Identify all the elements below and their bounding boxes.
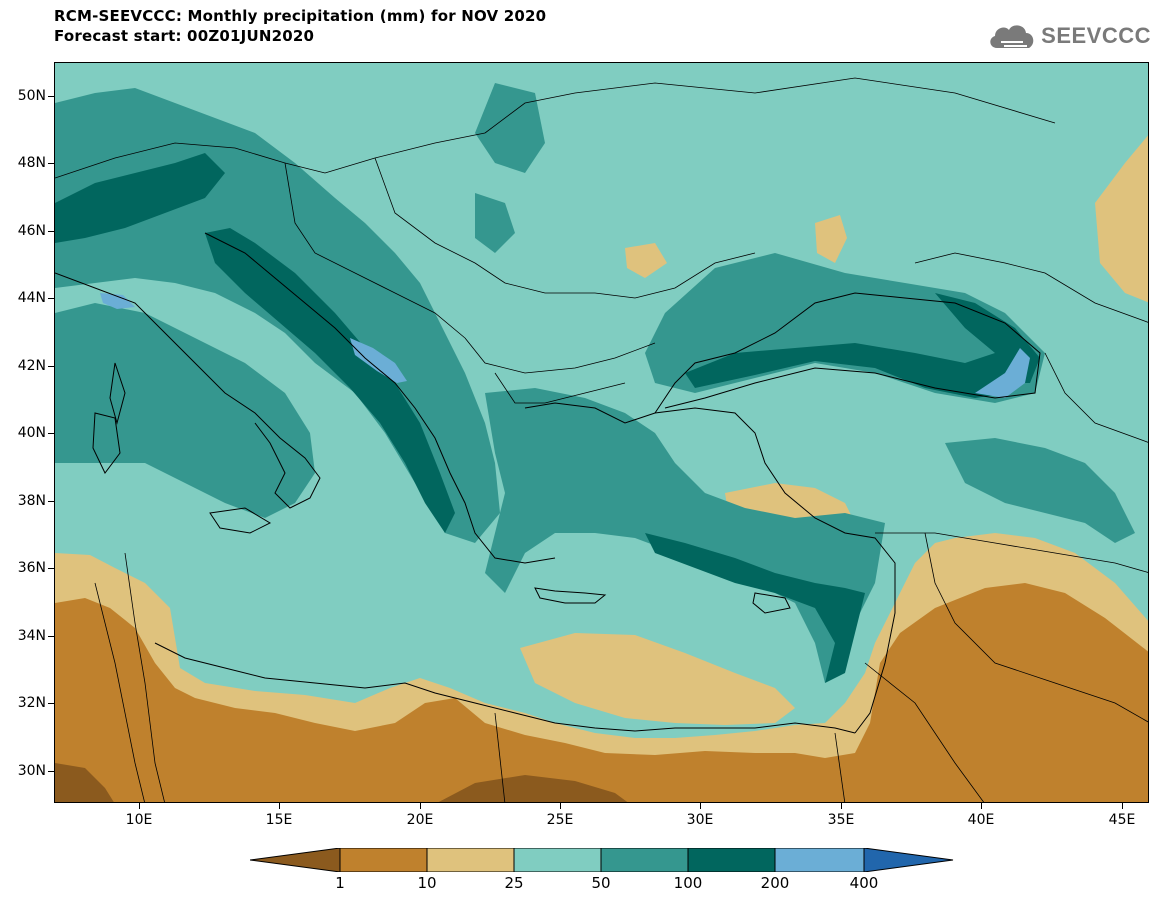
field-200-400-blacksea — [975, 348, 1030, 398]
lon-label-15e: 15E — [265, 812, 293, 828]
lat-label-34n: 34N — [17, 628, 46, 644]
legend-bin-above-400 — [863, 848, 954, 872]
legend-bin-10-25 — [426, 848, 515, 872]
field-50-100-aegean — [485, 388, 885, 683]
cloud-icon — [990, 25, 1034, 48]
map-title: RCM-SEEVCCC: Monthly precipitation (mm) … — [54, 6, 546, 46]
lon-label-20e: 20E — [406, 812, 434, 828]
legend-label-50: 50 — [591, 874, 611, 892]
seevccc-logo: SEEVCCC — [987, 20, 1151, 52]
color-legend — [250, 848, 954, 872]
field-10-25-ne — [1095, 135, 1148, 303]
field-below-1 — [55, 763, 628, 802]
lat-label-38n: 38N — [17, 493, 46, 509]
field-50-100-east — [945, 438, 1135, 543]
coastlines — [55, 232, 1041, 734]
lat-label-30n: 30N — [17, 763, 46, 779]
lat-label-50n: 50N — [17, 88, 46, 104]
field-100-200-adriatic — [205, 228, 455, 533]
legend-bin-25-50 — [513, 848, 602, 872]
lat-label-44n: 44N — [17, 290, 46, 306]
field-100-200-aegean — [645, 533, 865, 683]
precipitation-map — [54, 62, 1149, 803]
country-borders — [55, 77, 1148, 802]
title-line-2: Forecast start: 00Z01JUN2020 — [54, 27, 315, 45]
field-100-200-alps — [55, 153, 225, 243]
field-50-100-italy — [55, 303, 315, 518]
legend-bin-below-1 — [250, 848, 341, 872]
legend-bin-200-400 — [774, 848, 865, 872]
legend-label-200: 200 — [760, 874, 790, 892]
lat-label-40n: 40N — [17, 425, 46, 441]
lon-label-40e: 40E — [967, 812, 995, 828]
legend-label-1: 1 — [335, 874, 345, 892]
legend-bin-50-100 — [600, 848, 689, 872]
legend-bin-1-10 — [339, 848, 428, 872]
legend-label-400: 400 — [849, 874, 879, 892]
lat-label-46n: 46N — [17, 223, 46, 239]
lon-label-10e: 10E — [125, 812, 153, 828]
legend-label-100: 100 — [673, 874, 703, 892]
legend-label-10: 10 — [417, 874, 437, 892]
field-50-100-carpathian — [475, 193, 515, 253]
field-200-400-adriatic — [350, 338, 407, 383]
lon-label-25e: 25E — [546, 812, 574, 828]
field-10-25-romania — [625, 243, 667, 278]
lon-label-45e: 45E — [1108, 812, 1136, 828]
field-1-10-south — [55, 583, 1148, 802]
title-line-1: RCM-SEEVCCC: Monthly precipitation (mm) … — [54, 7, 547, 25]
logo-text: SEEVCCC — [1041, 23, 1151, 48]
lat-label-42n: 42N — [17, 358, 46, 374]
field-50-100-ukraine — [475, 83, 545, 173]
lat-label-36n: 36N — [17, 560, 46, 576]
lon-label-35e: 35E — [827, 812, 855, 828]
legend-bin-100-200 — [687, 848, 776, 872]
legend-label-25: 25 — [504, 874, 524, 892]
lat-label-48n: 48N — [17, 155, 46, 171]
field-200-400-ligurian — [100, 293, 135, 309]
lon-label-30e: 30E — [686, 812, 714, 828]
field-10-25-crimea — [815, 215, 847, 263]
lat-label-32n: 32N — [17, 695, 46, 711]
field-10-25-egypt — [520, 633, 795, 725]
field-100-200-blacksea — [685, 293, 1040, 398]
